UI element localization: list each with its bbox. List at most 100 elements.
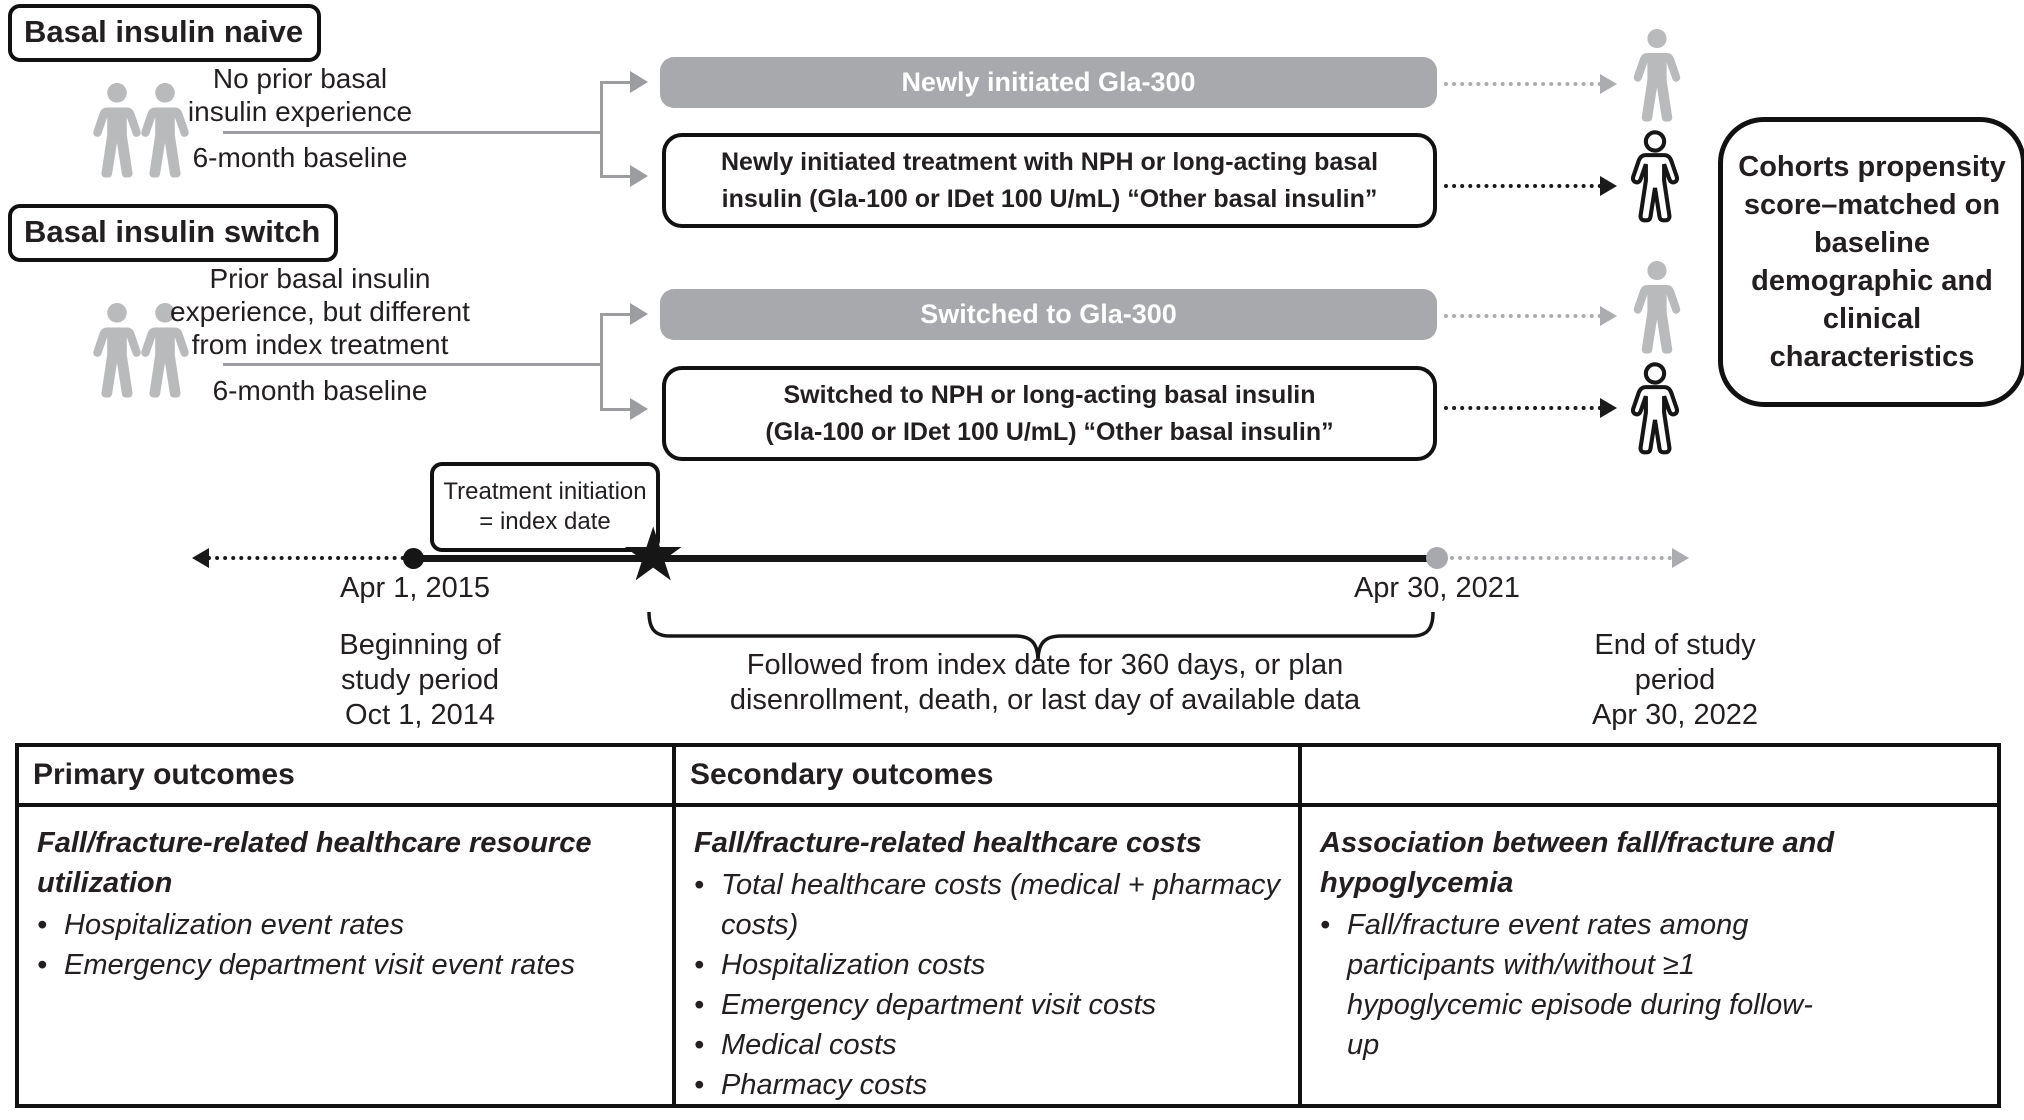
- switch-baseline-label: 6-month baseline: [212, 375, 428, 406]
- outcomes-table: Primary outcomes Secondary outcomes Fall…: [15, 743, 2001, 1108]
- bullet-text: Emergency department visit costs: [721, 989, 1157, 1021]
- matched-other-person-icon: [1630, 362, 1680, 455]
- bullet-icon: •: [1320, 909, 1331, 941]
- naive-population-icon: [86, 82, 196, 180]
- person-icon: [141, 302, 189, 398]
- naive-label: Basal insulin naive: [24, 14, 304, 49]
- naive-branch-line: [600, 82, 603, 178]
- bullet-text: Hospitalization costs: [721, 949, 986, 981]
- text-line: period: [1634, 664, 1716, 696]
- text-line: (Gla-100 or IDet 100 U/mL) “Other basal …: [765, 417, 1334, 446]
- switch-baseline-divider: [223, 363, 600, 366]
- tertiary-outcomes-header: [1298, 747, 1997, 807]
- tertiary-outcomes-cell: Association between fall/fracture and hy…: [1298, 807, 1997, 1105]
- bullet-text: Fall/fracture event rates among particip…: [1347, 909, 1813, 1061]
- bullet-item: • Hospitalization costs: [694, 945, 1284, 985]
- followup-description: Followed from index date for 360 days, o…: [640, 648, 1450, 718]
- text-line: study period: [341, 664, 499, 696]
- secondary-bullets: • Total healthcare costs (medical + pharm…: [694, 865, 1284, 1105]
- bullet-icon: •: [694, 1069, 705, 1101]
- study-end-label: End of study period Apr 30, 2022: [1545, 628, 1805, 733]
- switch-gla300-bar: Switched to Gla-300: [660, 289, 1437, 340]
- secondary-lead: Fall/fracture-related healthcare costs: [694, 827, 1202, 859]
- timeline-end-dot: [1426, 547, 1448, 569]
- text-line: baseline: [1813, 227, 1931, 259]
- naive-bottom-arrowhead-icon: [630, 165, 648, 187]
- naive-branch-bottom-stub: [600, 175, 630, 178]
- tertiary-bullets: • Fall/fracture event rates among partici…: [1320, 905, 1820, 1065]
- bullet-icon: •: [37, 909, 48, 941]
- timeline-main-line: [413, 555, 1437, 562]
- timeline-right-arrowhead-icon: [1672, 548, 1689, 568]
- text-line: from index treatment: [191, 329, 449, 360]
- secondary-outcomes-header: Secondary outcomes: [672, 747, 1298, 807]
- switch-label: Basal insulin switch: [24, 214, 321, 249]
- bullet-text: Emergency department visit event rates: [64, 949, 575, 981]
- switch-population-icon: [86, 302, 196, 400]
- switch-other-dotted-link: [1444, 406, 1602, 410]
- switch-other-dotted-arrowhead-icon: [1600, 398, 1617, 418]
- text-line: Cohorts propensity: [1738, 151, 2006, 183]
- text-line: Apr 30, 2022: [1591, 699, 1759, 731]
- naive-label-box: Basal insulin naive: [8, 4, 322, 62]
- text-line: experience, but different: [170, 296, 470, 327]
- switch-branch-line: [600, 314, 603, 410]
- text-line: Newly initiated treatment with NPH or lo…: [720, 147, 1379, 176]
- naive-other-dotted-link: [1444, 184, 1602, 188]
- matched-gla300-person-icon: [1633, 260, 1681, 354]
- matched-other-person-icon: [1630, 130, 1680, 223]
- naive-gla300-dotted-arrowhead-icon: [1600, 74, 1617, 94]
- bullet-icon: •: [694, 1029, 705, 1061]
- text-line: = index date: [479, 508, 611, 535]
- switch-gla300-dotted-arrowhead-icon: [1600, 306, 1617, 326]
- text-line: Beginning of: [339, 629, 501, 661]
- index-end-date-label: Apr 30, 2021: [1353, 572, 1521, 604]
- person-icon: [93, 82, 141, 178]
- person-icon: [93, 302, 141, 398]
- switch-branch-top-stub: [600, 313, 630, 316]
- switch-gla300-dotted-link: [1444, 314, 1602, 318]
- bullet-item: • Hospitalization event rates: [37, 905, 658, 945]
- text-line: No prior basal: [212, 63, 388, 94]
- bullet-item: • Total healthcare costs (medical + pharm…: [694, 865, 1284, 945]
- naive-top-arrowhead-icon: [630, 71, 648, 93]
- naive-branch-top-stub: [600, 81, 630, 84]
- bullet-item: • Emergency department visit event rates: [37, 945, 658, 985]
- text-line: demographic and: [1751, 265, 1993, 297]
- text-line: Treatment initiation: [443, 478, 647, 505]
- timeline-right-dotted-segment: [1450, 556, 1672, 560]
- switch-criteria-text: Prior basal insulin experience, but diffe…: [120, 262, 520, 361]
- bullet-text: Total healthcare costs (medical + pharma…: [721, 869, 1281, 941]
- text-line: Switched to NPH or long-acting basal ins…: [783, 380, 1316, 409]
- text-line: characteristics: [1769, 341, 1975, 373]
- text-line: insulin (Gla-100 or IDet 100 U/mL) “Othe…: [721, 184, 1378, 213]
- index-date-star-icon: ★: [620, 512, 687, 598]
- bullet-text: Pharmacy costs: [721, 1069, 928, 1101]
- bullet-item: • Pharmacy costs: [694, 1065, 1284, 1105]
- primary-lead: Fall/fracture-related healthcare resourc…: [37, 827, 592, 899]
- switch-bottom-arrowhead-icon: [630, 398, 648, 420]
- switch-label-box: Basal insulin switch: [8, 204, 339, 262]
- naive-other-basal-box: Newly initiated treatment with NPH or lo…: [662, 133, 1437, 228]
- bullet-text: Medical costs: [721, 1029, 897, 1061]
- matched-gla300-person-icon: [1633, 28, 1681, 122]
- secondary-outcomes-cell: Fall/fracture-related healthcare costs •…: [672, 807, 1298, 1105]
- naive-other-dotted-arrowhead-icon: [1600, 176, 1617, 196]
- person-icon: [141, 82, 189, 178]
- propensity-match-note: Cohorts propensity score–matched on baseli…: [1718, 117, 2024, 407]
- naive-baseline-divider: [223, 131, 600, 134]
- followup-brace: [647, 611, 1435, 662]
- bullet-icon: •: [37, 949, 48, 981]
- timeline-left-dotted-segment: [207, 556, 413, 560]
- text-line: disenrollment, death, or last day of ava…: [729, 684, 1361, 716]
- switch-branch-bottom-stub: [600, 408, 630, 411]
- primary-outcomes-cell: Fall/fracture-related healthcare resourc…: [19, 807, 672, 1105]
- tertiary-lead: Association between fall/fracture and hy…: [1320, 827, 1835, 899]
- naive-gla300-dotted-link: [1444, 82, 1602, 86]
- primary-outcomes-header: Primary outcomes: [19, 747, 672, 807]
- bullet-icon: •: [694, 869, 705, 901]
- naive-baseline-label: 6-month baseline: [192, 142, 408, 173]
- text-line: score–matched on: [1743, 189, 2001, 221]
- timeline-left-arrowhead-icon: [192, 548, 209, 568]
- primary-bullets: • Hospitalization event rates • Emergency d…: [37, 905, 658, 985]
